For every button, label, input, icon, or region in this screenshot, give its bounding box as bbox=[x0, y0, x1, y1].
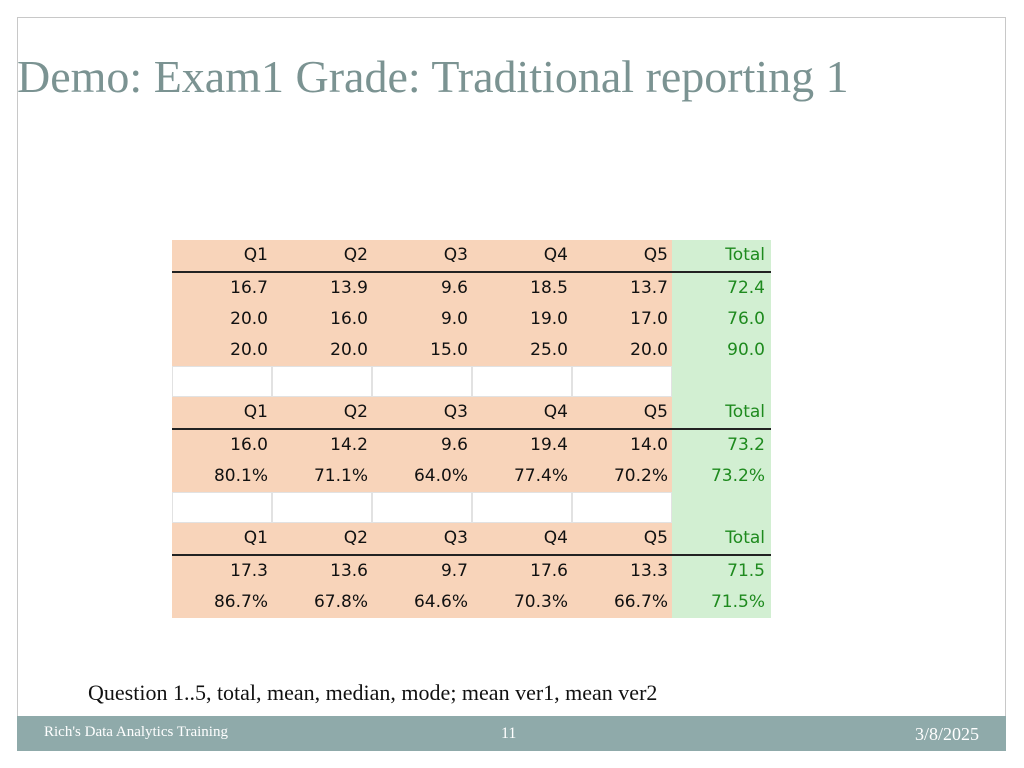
table-row: 20.0 16.0 9.0 19.0 17.0 76.0 bbox=[172, 304, 771, 335]
total-cell: 72.4 bbox=[672, 273, 771, 304]
table-cell: 17.0 bbox=[572, 304, 672, 335]
table-cell: 9.0 bbox=[372, 304, 472, 335]
table-cell: 64.0% bbox=[372, 461, 472, 492]
header-row: Q1 Q2 Q3 Q4 Q5 Total bbox=[172, 397, 771, 430]
header-cell-q4: Q4 bbox=[472, 397, 572, 428]
table-cell: 64.6% bbox=[372, 587, 472, 618]
header-cell-q2: Q2 bbox=[272, 240, 372, 271]
table-cell: 80.1% bbox=[172, 461, 272, 492]
total-cell: 73.2 bbox=[672, 430, 771, 461]
header-row: Q1 Q2 Q3 Q4 Q5 Total bbox=[172, 523, 771, 556]
table-cell: 15.0 bbox=[372, 335, 472, 366]
header-cell-q3: Q3 bbox=[372, 240, 472, 271]
table-cell: 16.7 bbox=[172, 273, 272, 304]
table-cell: 77.4% bbox=[472, 461, 572, 492]
table-cell: 13.6 bbox=[272, 556, 372, 587]
table-cell: 70.2% bbox=[572, 461, 672, 492]
table-row: 17.3 13.6 9.7 17.6 13.3 71.5 bbox=[172, 556, 771, 587]
header-cell-q2: Q2 bbox=[272, 523, 372, 554]
table-cell: 13.9 bbox=[272, 273, 372, 304]
blank-row bbox=[172, 366, 771, 397]
empty-cell bbox=[172, 366, 272, 397]
table-row: 80.1% 71.1% 64.0% 77.4% 70.2% 73.2% bbox=[172, 461, 771, 492]
empty-cell bbox=[572, 492, 672, 523]
table-cell: 66.7% bbox=[572, 587, 672, 618]
empty-total-cell bbox=[672, 492, 771, 523]
empty-total-cell bbox=[672, 366, 771, 397]
table-cell: 70.3% bbox=[472, 587, 572, 618]
header-cell-q5: Q5 bbox=[572, 240, 672, 271]
table-row: 16.7 13.9 9.6 18.5 13.7 72.4 bbox=[172, 273, 771, 304]
header-cell-q5: Q5 bbox=[572, 523, 672, 554]
table-cell: 20.0 bbox=[272, 335, 372, 366]
header-cell-q4: Q4 bbox=[472, 523, 572, 554]
slide-title: Demo: Exam1 Grade: Traditional reporting… bbox=[17, 51, 849, 102]
table-cell: 67.8% bbox=[272, 587, 372, 618]
table-cell: 17.6 bbox=[472, 556, 572, 587]
table-cell: 71.1% bbox=[272, 461, 372, 492]
table-cell: 19.4 bbox=[472, 430, 572, 461]
header-cell-q5: Q5 bbox=[572, 397, 672, 428]
table-row: 16.0 14.2 9.6 19.4 14.0 73.2 bbox=[172, 430, 771, 461]
header-cell-q1: Q1 bbox=[172, 397, 272, 428]
table-cell: 19.0 bbox=[472, 304, 572, 335]
table-cell: 9.7 bbox=[372, 556, 472, 587]
table-cell: 20.0 bbox=[172, 304, 272, 335]
total-cell: 73.2% bbox=[672, 461, 771, 492]
header-row: Q1 Q2 Q3 Q4 Q5 Total bbox=[172, 240, 771, 273]
table-cell: 25.0 bbox=[472, 335, 572, 366]
header-cell-q2: Q2 bbox=[272, 397, 372, 428]
header-cell-q3: Q3 bbox=[372, 397, 472, 428]
slide-caption: Question 1..5, total, mean, median, mode… bbox=[88, 680, 658, 705]
total-cell: 76.0 bbox=[672, 304, 771, 335]
header-cell-total: Total bbox=[672, 397, 771, 428]
table-cell: 14.2 bbox=[272, 430, 372, 461]
blank-row bbox=[172, 492, 771, 523]
table-cell: 20.0 bbox=[172, 335, 272, 366]
header-cell-q4: Q4 bbox=[472, 240, 572, 271]
table-row: 20.0 20.0 15.0 25.0 20.0 90.0 bbox=[172, 335, 771, 366]
total-cell: 90.0 bbox=[672, 335, 771, 366]
empty-cell bbox=[272, 492, 372, 523]
table-cell: 13.7 bbox=[572, 273, 672, 304]
empty-cell bbox=[572, 366, 672, 397]
table-cell: 14.0 bbox=[572, 430, 672, 461]
empty-cell bbox=[172, 492, 272, 523]
page-number: 11 bbox=[501, 725, 517, 742]
empty-cell bbox=[472, 366, 572, 397]
header-cell-q1: Q1 bbox=[172, 523, 272, 554]
table-cell: 16.0 bbox=[172, 430, 272, 461]
table-row: 86.7% 67.8% 64.6% 70.3% 66.7% 71.5% bbox=[172, 587, 771, 618]
table-cell: 16.0 bbox=[272, 304, 372, 335]
empty-cell bbox=[272, 366, 372, 397]
grade-table: Q1 Q2 Q3 Q4 Q5 Total 16.7 13.9 9.6 18.5 … bbox=[172, 240, 771, 618]
footer-org-name: Rich's Data Analytics Training bbox=[44, 724, 228, 740]
table-cell: 13.3 bbox=[572, 556, 672, 587]
total-cell: 71.5 bbox=[672, 556, 771, 587]
table-cell: 9.6 bbox=[372, 273, 472, 304]
header-cell-q1: Q1 bbox=[172, 240, 272, 271]
empty-cell bbox=[372, 492, 472, 523]
table-cell: 18.5 bbox=[472, 273, 572, 304]
empty-cell bbox=[372, 366, 472, 397]
header-cell-total: Total bbox=[672, 240, 771, 271]
table-cell: 86.7% bbox=[172, 587, 272, 618]
total-cell: 71.5% bbox=[672, 587, 771, 618]
footer-bar: Rich's Data Analytics Training 11 3/8/20… bbox=[17, 716, 1006, 751]
empty-cell bbox=[472, 492, 572, 523]
footer-date: 3/8/2025 bbox=[914, 724, 979, 744]
header-cell-q3: Q3 bbox=[372, 523, 472, 554]
header-cell-total: Total bbox=[672, 523, 771, 554]
table-cell: 20.0 bbox=[572, 335, 672, 366]
table-cell: 9.6 bbox=[372, 430, 472, 461]
table-cell: 17.3 bbox=[172, 556, 272, 587]
